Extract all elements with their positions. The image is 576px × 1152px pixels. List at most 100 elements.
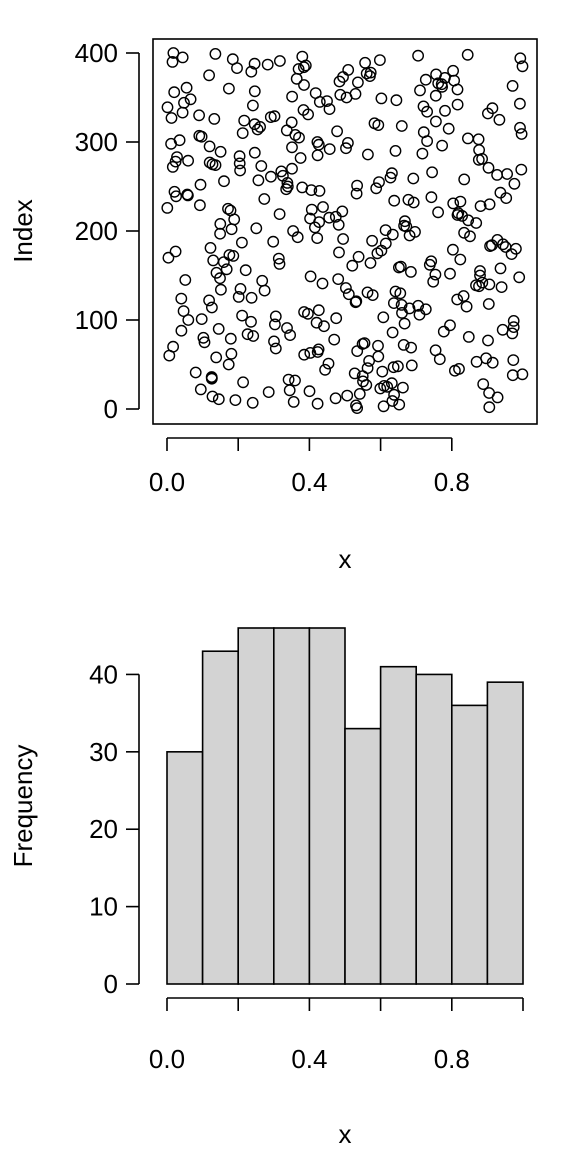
scatter-point xyxy=(269,342,282,355)
scatter-point xyxy=(206,158,219,171)
scatter-x-tick-label: 0.4 xyxy=(291,467,327,497)
scatter-point xyxy=(341,389,354,402)
scatter-point xyxy=(483,387,495,399)
scatter-point xyxy=(287,395,300,408)
scatter-point xyxy=(224,332,237,345)
scatter-point xyxy=(508,177,521,190)
scatter-point xyxy=(248,118,261,131)
scatter-point xyxy=(513,271,526,284)
scatter-points xyxy=(161,47,529,414)
scatter-point xyxy=(376,365,389,378)
scatter-point xyxy=(403,302,416,315)
scatter-point xyxy=(444,267,456,280)
scatter-point xyxy=(189,366,202,379)
scatter-point xyxy=(494,186,507,199)
scatter-point xyxy=(458,173,471,186)
scatter-point xyxy=(281,322,293,334)
scatter-point xyxy=(268,110,281,123)
scatter-point xyxy=(429,344,442,357)
scatter-point xyxy=(495,281,508,293)
scatter-point xyxy=(182,314,195,326)
scatter-point xyxy=(289,374,301,387)
scatter-point xyxy=(319,363,331,376)
scatter-point xyxy=(248,146,261,159)
scatter-point xyxy=(501,168,513,180)
scatter-panel: 0.0 0.4 0.8 0 100 200 300 400 x Index xyxy=(8,38,538,574)
scatter-point xyxy=(372,350,385,363)
scatter-point xyxy=(313,184,326,197)
scatter-point xyxy=(311,397,324,410)
scatter-x-axis: 0.0 0.4 0.8 xyxy=(149,437,470,497)
scatter-point xyxy=(168,185,181,198)
histogram-bar xyxy=(272,627,311,985)
scatter-point xyxy=(275,165,288,178)
scatter-point xyxy=(470,279,482,292)
scatter-point xyxy=(225,347,238,360)
scatter-point xyxy=(398,317,411,330)
scatter-point xyxy=(462,214,475,227)
scatter-point xyxy=(333,246,345,259)
scatter-point xyxy=(198,336,211,349)
scatter-point xyxy=(323,143,336,156)
histogram-y-axis: 0 10 20 30 40 xyxy=(89,659,140,999)
scatter-point xyxy=(285,116,298,129)
scatter-point xyxy=(483,401,496,414)
scatter-point xyxy=(165,112,178,124)
scatter-y-tick-label: 100 xyxy=(75,305,118,335)
scatter-point xyxy=(197,331,210,344)
scatter-point xyxy=(436,139,448,152)
scatter-point xyxy=(161,201,174,214)
scatter-point xyxy=(350,187,363,200)
scatter-point xyxy=(482,298,495,310)
scatter-point xyxy=(180,81,193,94)
scatter-point xyxy=(391,360,404,373)
scatter-point xyxy=(248,57,261,70)
scatter-point xyxy=(516,368,529,381)
scatter-point xyxy=(334,88,347,101)
scatter-point xyxy=(482,161,495,174)
scatter-point xyxy=(267,235,280,248)
scatter-point xyxy=(390,94,403,107)
scatter-point xyxy=(303,385,316,398)
scatter-point xyxy=(494,262,507,275)
scatter-point xyxy=(386,395,399,407)
scatter-point xyxy=(297,104,310,116)
scatter-point xyxy=(451,293,464,306)
scatter-point xyxy=(454,195,467,208)
histogram-bar xyxy=(344,727,382,985)
scatter-point xyxy=(245,65,258,78)
scatter-point xyxy=(416,147,429,160)
scatter-point xyxy=(311,149,324,162)
histogram-y-tick-label: 30 xyxy=(89,737,118,767)
scatter-point xyxy=(483,278,496,291)
scatter-point xyxy=(208,113,221,125)
scatter-point xyxy=(176,51,189,64)
scatter-point xyxy=(405,341,417,354)
scatter-point xyxy=(193,199,206,212)
scatter-point xyxy=(193,109,206,122)
scatter-point xyxy=(454,253,467,266)
scatter-point xyxy=(224,204,237,217)
scatter-point xyxy=(294,152,307,164)
scatter-point xyxy=(241,328,254,341)
scatter-point xyxy=(269,310,282,323)
scatter-point xyxy=(226,53,239,66)
scatter-point xyxy=(477,378,490,390)
scatter-point xyxy=(336,205,349,218)
scatter-y-tick-label: 300 xyxy=(75,127,118,157)
scatter-point xyxy=(161,101,174,114)
histogram-panel: 0.0 0.4 0.8 0 10 20 30 40 x Frequency xyxy=(8,627,524,1149)
scatter-point xyxy=(473,144,485,156)
scatter-point xyxy=(323,103,336,116)
scatter-point xyxy=(178,96,190,109)
scatter-point xyxy=(330,312,343,325)
scatter-point xyxy=(372,339,384,352)
scatter-x-axis-title: x xyxy=(339,544,352,574)
scatter-point xyxy=(293,131,305,144)
histogram-bar xyxy=(201,650,240,985)
scatter-x-tick-label: 0.8 xyxy=(434,467,470,497)
scatter-point xyxy=(236,127,249,140)
scatter-point xyxy=(214,283,227,296)
scatter-point xyxy=(210,266,223,279)
scatter-point xyxy=(167,47,180,59)
